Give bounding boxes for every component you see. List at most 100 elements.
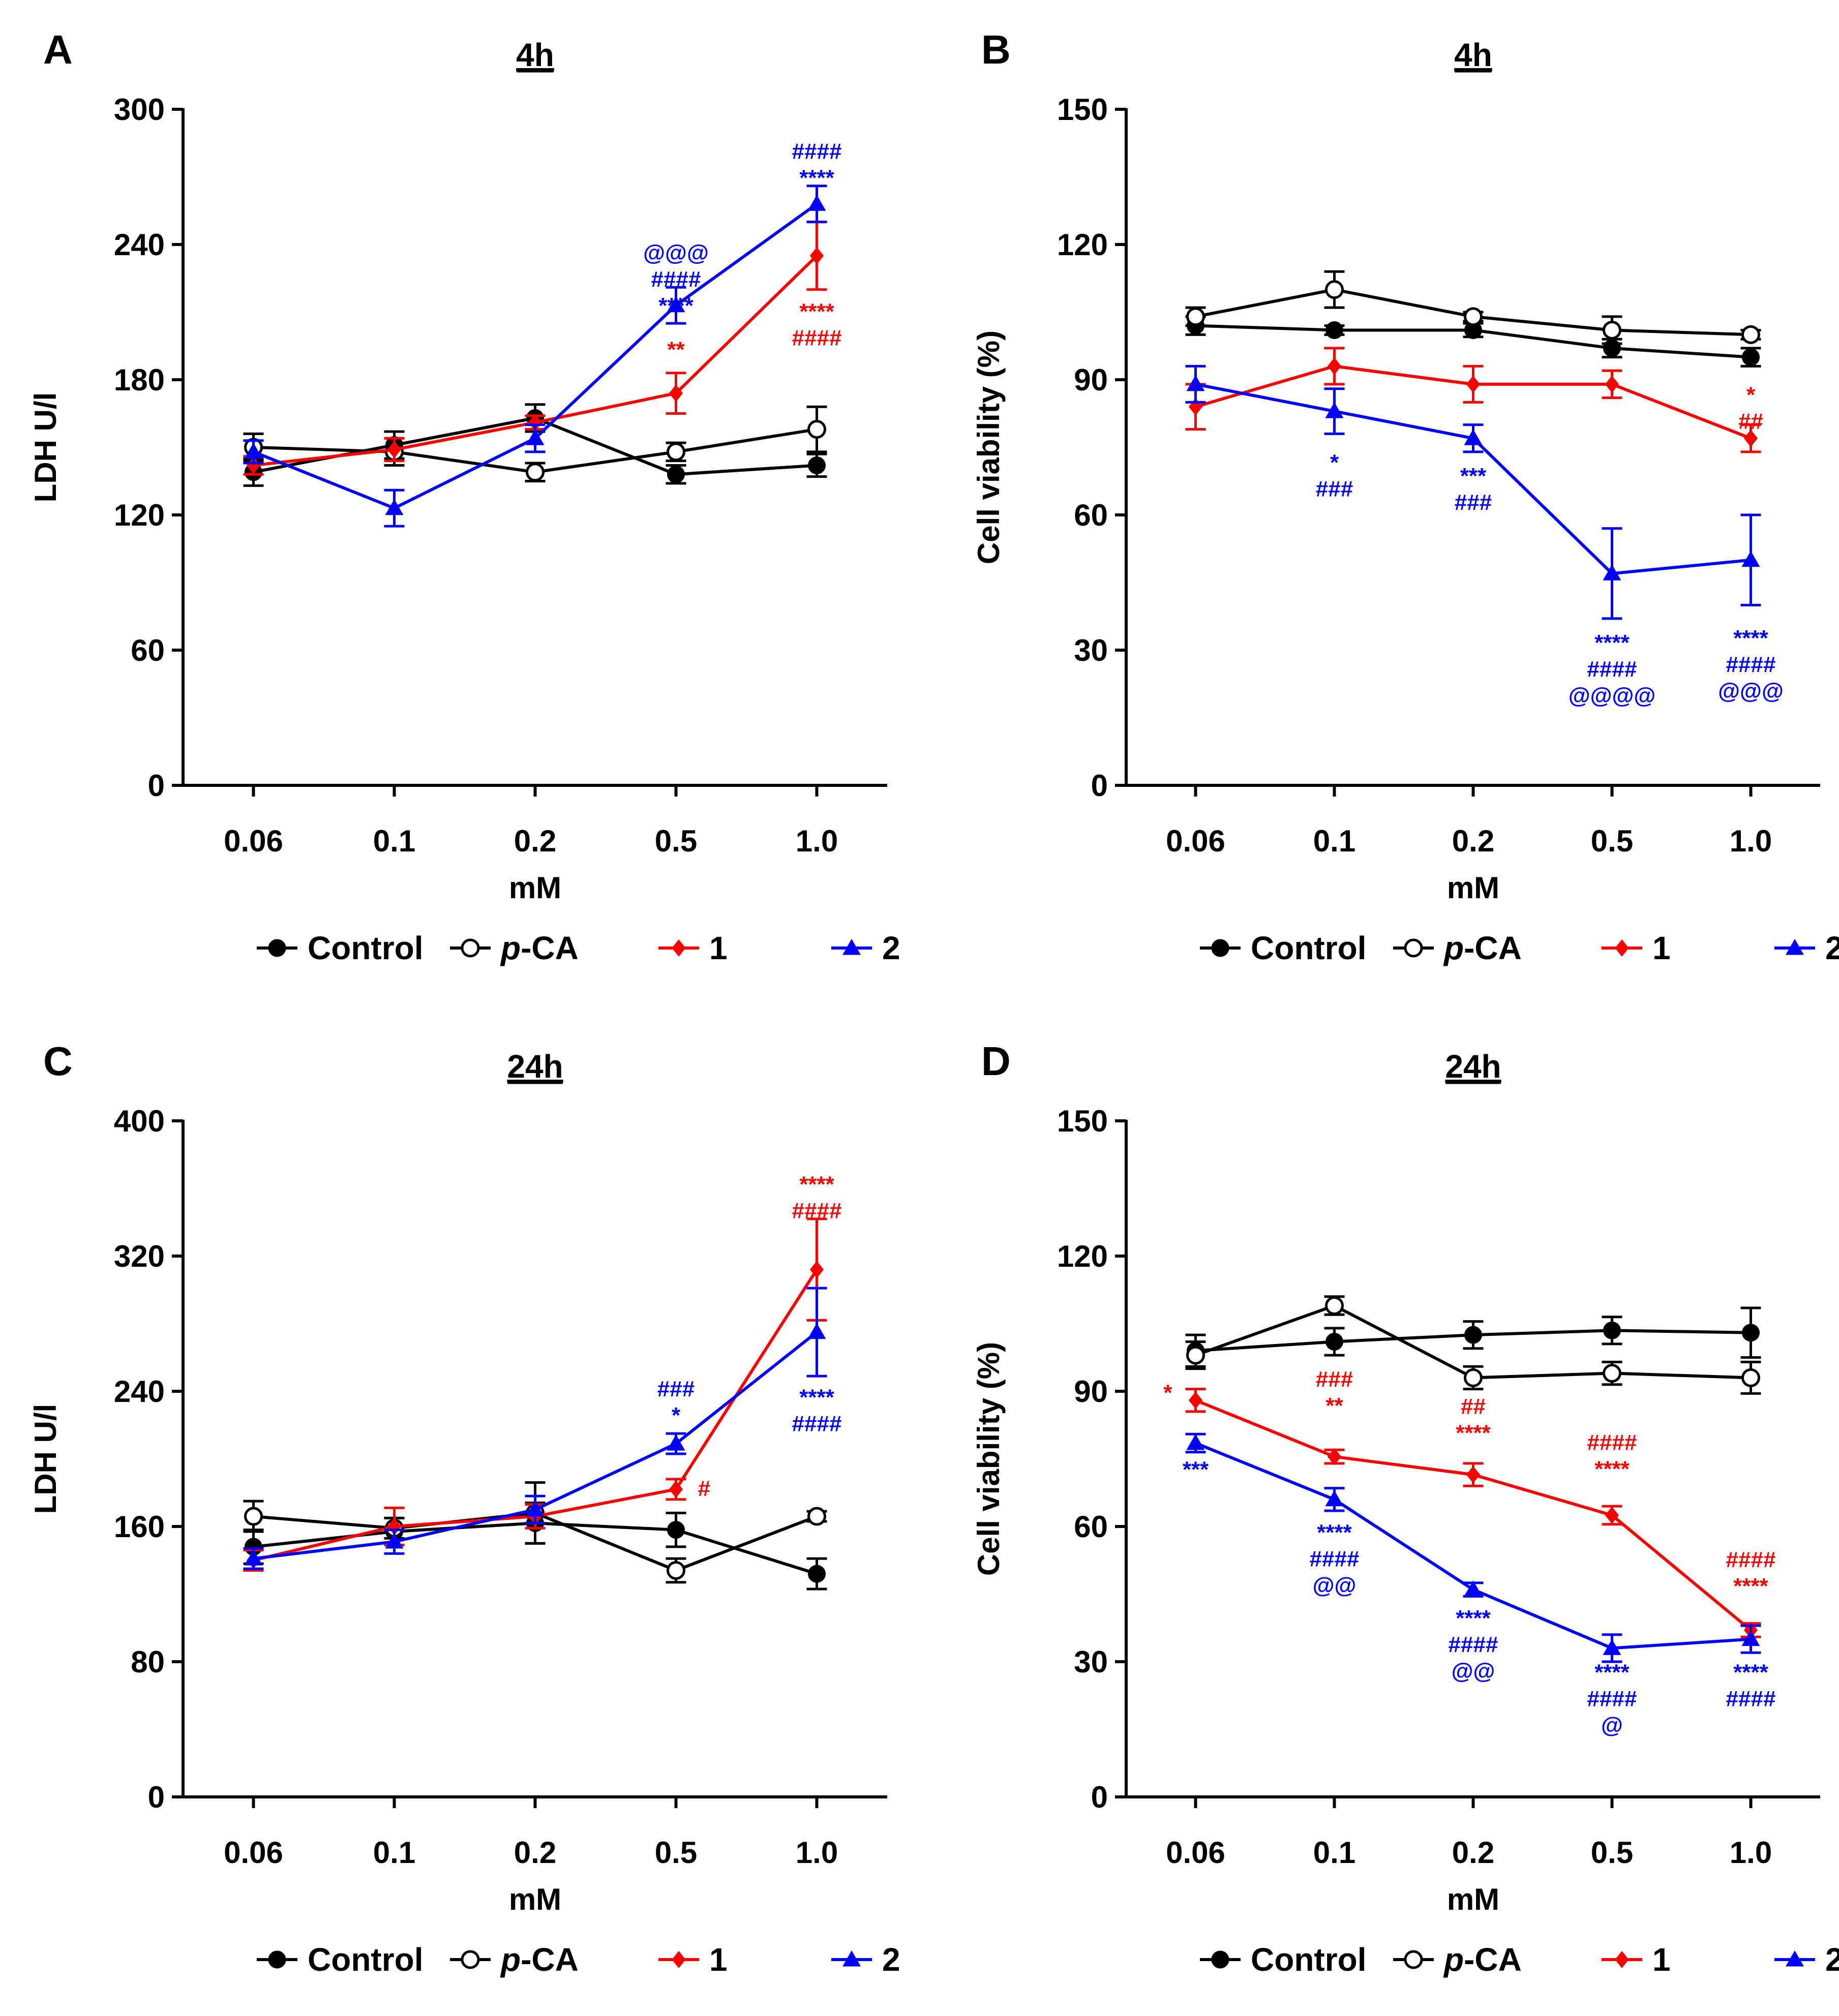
y-axis-label: Cell viability (%) (972, 1342, 1006, 1576)
significance-marker: #### (1587, 1686, 1637, 1711)
legend-label: Control (1251, 1941, 1367, 1978)
legend-marker (672, 939, 686, 957)
data-point (1325, 321, 1343, 339)
data-point (1603, 1639, 1621, 1655)
x-axis-label: mM (1447, 871, 1499, 905)
legend-marker (842, 939, 861, 955)
legend: Control p-CA 1 2 (257, 1941, 900, 1978)
significance-marker: **** (799, 1172, 834, 1197)
significance-marker: #### (1726, 1547, 1776, 1572)
data-point (808, 1565, 826, 1583)
significance-marker: #### (1587, 657, 1637, 682)
x-tick-label: 0.1 (1313, 1836, 1355, 1870)
significance-marker: ## (1461, 1394, 1486, 1419)
data-point (1325, 1490, 1344, 1507)
significance-marker: #### (792, 1412, 842, 1437)
data-point (1327, 1448, 1342, 1465)
data-point (808, 456, 826, 474)
series-c2 (1185, 1432, 1761, 1663)
data-point (1466, 375, 1481, 393)
y-tick-label: 150 (1057, 93, 1108, 127)
series-c2 (243, 1287, 827, 1570)
y-tick-label: 300 (114, 93, 165, 127)
x-axis-label: mM (509, 1882, 561, 1916)
significance-marker: **** (1733, 1574, 1768, 1599)
legend-marker (1786, 1950, 1804, 1967)
data-point (1466, 1466, 1481, 1484)
y-axis-label: Cell viability (%) (972, 330, 1006, 564)
y-tick-label: 80 (131, 1645, 165, 1679)
data-point (1186, 1433, 1205, 1450)
significance-marker: #### (792, 1199, 842, 1224)
x-tick-label: 0.1 (373, 1836, 415, 1870)
panel-letter: C (43, 1038, 73, 1084)
data-point (667, 1434, 685, 1451)
panel-B: B 4h 0 30 60 90 120 150 0.06 0.1 0.2 0.5 1.0 mM Cell v… (972, 27, 1839, 966)
significance-marker: *** (1183, 1457, 1209, 1482)
data-point (809, 247, 824, 265)
data-point (1741, 1630, 1760, 1646)
legend-marker (1404, 938, 1423, 958)
series-c2 (1185, 364, 1761, 620)
data-point (1464, 429, 1483, 445)
significance-marker: @@ (1313, 1573, 1356, 1598)
x-tick-label: 1.0 (796, 1836, 838, 1870)
data-point (1603, 1321, 1621, 1339)
significance-marker: #### (792, 139, 842, 164)
legend-marker (268, 939, 286, 957)
significance-marker: * (1746, 382, 1756, 407)
x-tick-label: 0.5 (1591, 1836, 1633, 1870)
legend: Control p-CA 1 2 (257, 930, 900, 966)
series-pca (1185, 1295, 1761, 1395)
data-point (385, 499, 404, 515)
data-point (244, 1507, 263, 1526)
series-pca (1185, 270, 1761, 345)
significance-marker: **** (799, 299, 834, 324)
series-c2 (243, 185, 827, 528)
x-tick-label: 0.5 (1591, 824, 1633, 858)
x-tick-label: 0.1 (373, 824, 415, 858)
x-tick-label: 0.06 (224, 1836, 283, 1870)
data-point (1742, 348, 1760, 366)
y-tick-label: 30 (1074, 633, 1108, 667)
y-tick-label: 180 (114, 363, 165, 397)
data-point (1325, 402, 1344, 418)
data-point (526, 463, 545, 482)
data-point (1325, 280, 1344, 299)
panel-D: D 24h 0 30 60 90 120 150 0.06 0.1 0.2 0.5 1.0 mM Cell … (972, 1038, 1839, 1978)
series-control (1185, 1306, 1761, 1368)
y-tick-label: 90 (1074, 363, 1108, 397)
significance-marker: **** (1733, 1660, 1768, 1685)
significance-marker: **** (658, 293, 694, 318)
significance-marker: ### (657, 1377, 695, 1401)
legend-marker (1615, 1951, 1629, 1968)
y-tick-label: 120 (1057, 1239, 1108, 1273)
legend-label: 1 (1652, 1941, 1671, 1978)
data-point (385, 1532, 404, 1549)
data-point (1186, 375, 1205, 391)
x-tick-label: 1.0 (796, 824, 838, 858)
x-tick-label: 0.1 (1313, 824, 1355, 858)
data-point (807, 1323, 826, 1339)
significance-marker: **** (1456, 1606, 1491, 1631)
significance-marker: #### (1726, 652, 1776, 677)
y-axis-label: LDH U/l (28, 1404, 63, 1514)
legend-marker (268, 1950, 286, 1969)
significance-marker: #### (1310, 1547, 1360, 1572)
panel-title: 24h (507, 1048, 563, 1085)
legend-marker (672, 1951, 686, 1968)
significance-marker: ** (1325, 1393, 1343, 1418)
significance-marker: **** (1733, 626, 1768, 651)
data-point (1464, 1368, 1483, 1387)
panel-letter: B (981, 27, 1011, 72)
y-tick-label: 60 (131, 633, 165, 667)
legend-label: p-CA (1443, 930, 1522, 966)
y-tick-label: 60 (1074, 1510, 1108, 1544)
x-tick-label: 0.06 (1166, 824, 1225, 858)
significance-marker: **** (1594, 1660, 1630, 1685)
legend: Control p-CA 1 2 (1200, 1941, 1839, 1978)
data-point (244, 1549, 263, 1566)
data-point (1186, 307, 1205, 326)
data-point (1742, 1324, 1760, 1342)
legend-marker (842, 1950, 861, 1967)
